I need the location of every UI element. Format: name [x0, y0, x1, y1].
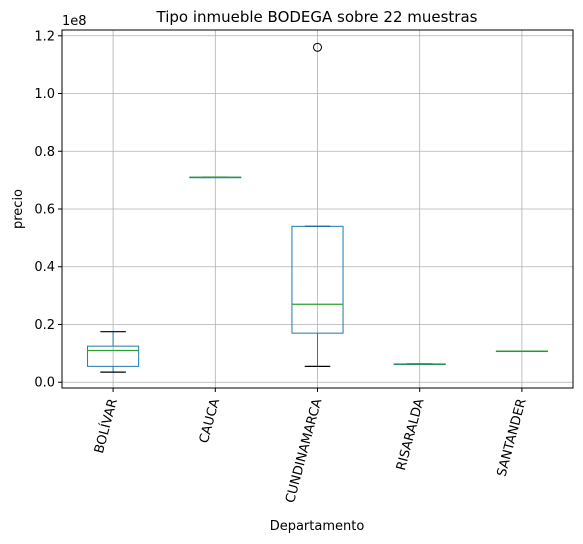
- x-axis-label: Departamento: [270, 519, 365, 534]
- grid-lines: [62, 30, 573, 388]
- y-tick-label: 0.8: [34, 145, 55, 160]
- y-axis: 0.0 0.2 0.4 0.6 0.8 1.0 1.2: [34, 29, 62, 391]
- x-tick-label: CAUCA: [197, 397, 223, 445]
- x-tick-label: CUNDINAMARCA: [283, 397, 325, 505]
- x-tick-label: RISARALDA: [394, 397, 428, 472]
- box-group: [189, 176, 242, 179]
- chart-title: Tipo inmueble BODEGA sobre 22 muestras: [156, 8, 478, 26]
- y-tick-label: 0.2: [34, 318, 55, 333]
- box-iqr: [291, 225, 344, 334]
- box-group: [87, 331, 140, 373]
- y-tick-label: 0.0: [34, 376, 55, 391]
- outlier-point: [313, 42, 322, 52]
- box-group: [495, 350, 548, 353]
- y-tick-label: 0.4: [34, 260, 55, 275]
- box-iqr: [87, 345, 140, 367]
- y-tick-label: 0.6: [34, 203, 55, 218]
- y-tick-label: 1.0: [34, 87, 55, 102]
- box-group: [291, 42, 344, 367]
- x-tick-label: BOLÍVAR: [91, 397, 121, 455]
- y-tick-label: 1.2: [34, 29, 55, 44]
- y-axis-multiplier: 1e8: [62, 14, 87, 29]
- box-group: [393, 363, 446, 366]
- x-tick-label: SANTANDER: [495, 397, 530, 478]
- box-series: [87, 42, 548, 373]
- y-axis-label: precio: [11, 189, 26, 229]
- x-axis: BOLÍVAR CAUCA CUNDINAMARCA RISARALDA SANTAND…: [91, 388, 530, 505]
